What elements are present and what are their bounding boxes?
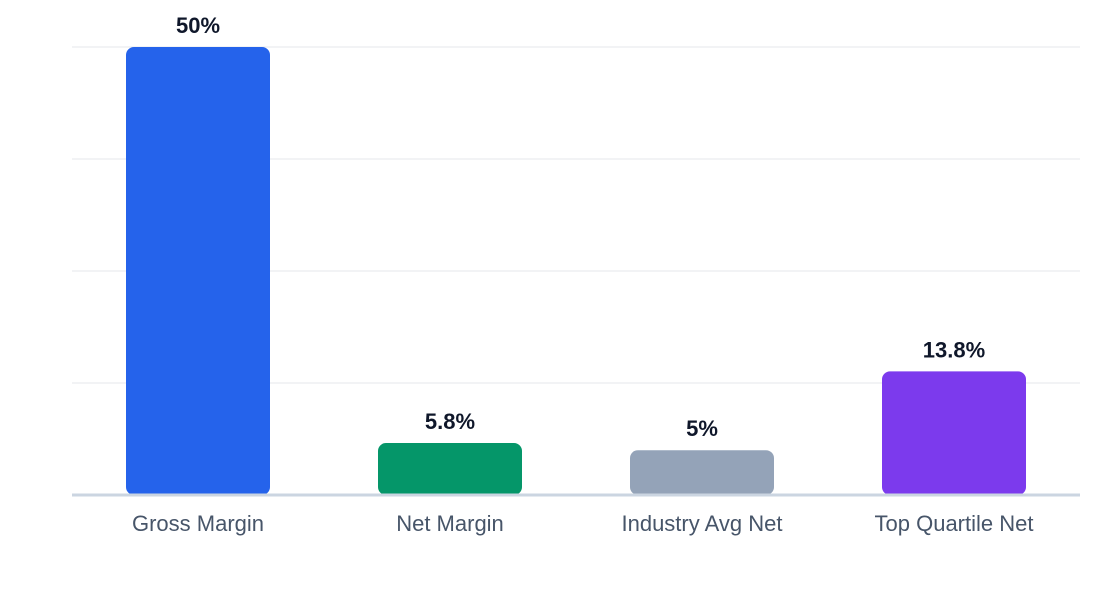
category-label: Net Margin	[396, 511, 504, 536]
bar-top-quartile-net	[882, 371, 1026, 495]
bar-net-margin	[378, 443, 522, 495]
bars	[126, 47, 1026, 495]
category-label: Top Quartile Net	[875, 511, 1034, 536]
category-label: Industry Avg Net	[621, 511, 782, 536]
bar-gross-margin	[126, 47, 270, 495]
category-labels: Gross Margin Net Margin Industry Avg Net To…	[132, 511, 1034, 536]
value-label: 5%	[686, 416, 718, 441]
value-label: 5.8%	[425, 409, 475, 434]
bar-industry-avg-net	[630, 450, 774, 495]
category-label: Gross Margin	[132, 511, 264, 536]
value-label: 13.8%	[923, 337, 985, 362]
value-labels: 50% 5.8% 5% 13.8%	[176, 13, 985, 441]
value-label: 50%	[176, 13, 220, 38]
